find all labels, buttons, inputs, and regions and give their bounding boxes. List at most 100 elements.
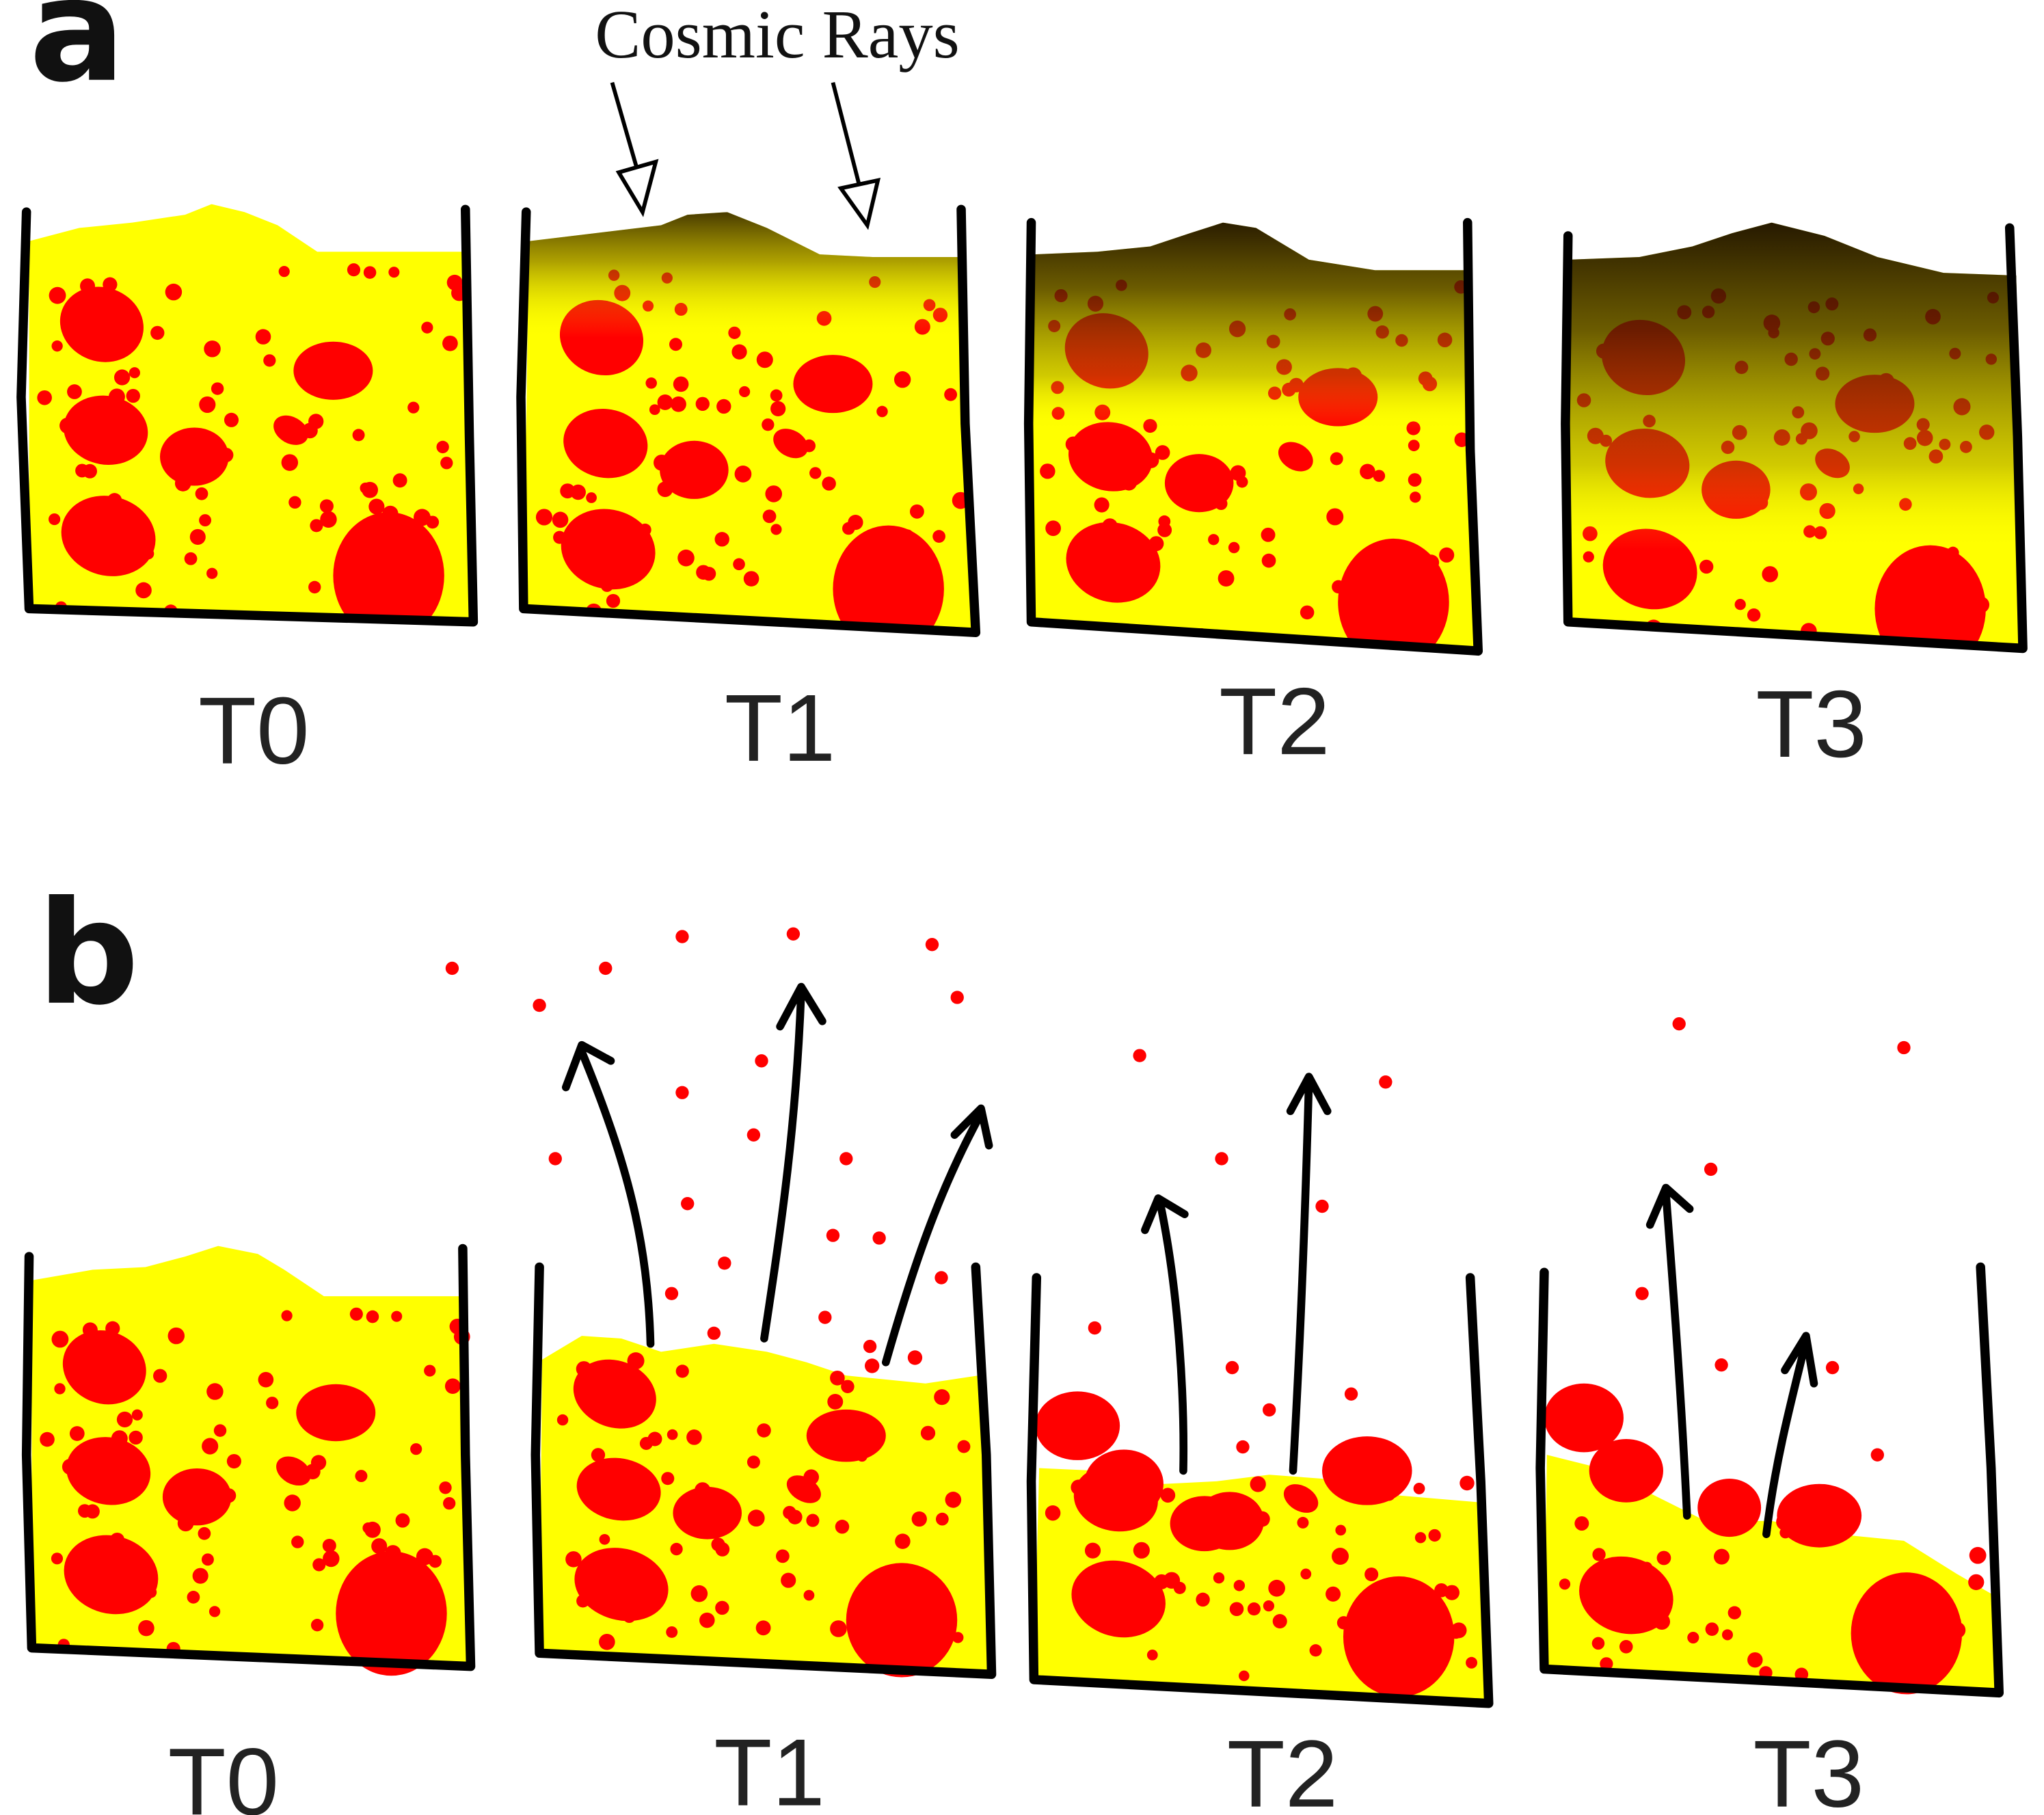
small-clast	[199, 396, 216, 413]
small-clast	[695, 396, 710, 411]
small-clast	[1360, 463, 1375, 480]
small-clast	[841, 1410, 857, 1425]
small-clast	[1297, 1516, 1309, 1529]
small-clast	[1635, 1287, 1649, 1300]
small-clast	[1423, 626, 1440, 643]
small-clast	[263, 354, 276, 367]
small-clast	[129, 1430, 143, 1445]
small-clast	[1116, 1611, 1133, 1628]
small-clast	[1406, 567, 1419, 579]
small-clast	[1065, 436, 1081, 453]
small-clast	[167, 1327, 185, 1345]
small-clast	[284, 1494, 301, 1511]
small-clast	[204, 340, 221, 358]
small-clast	[757, 1423, 771, 1438]
panel-letter-a: a	[29, 0, 126, 114]
small-clast	[96, 438, 109, 451]
small-clast	[221, 1488, 237, 1503]
small-clast	[733, 558, 745, 571]
small-clast	[69, 1426, 85, 1441]
small-clast	[382, 505, 399, 522]
small-clast	[925, 937, 939, 952]
small-clast	[835, 1520, 850, 1534]
small-clast	[935, 1512, 949, 1526]
small-clast	[588, 1384, 605, 1401]
small-clast	[49, 513, 61, 526]
small-clast	[72, 1349, 89, 1366]
small-clast	[1705, 1622, 1719, 1636]
clast	[273, 415, 308, 445]
small-clast	[1867, 1607, 1884, 1624]
small-clast	[320, 511, 337, 528]
small-clast	[747, 1509, 765, 1527]
small-clast	[1364, 1567, 1379, 1582]
label-b-t1: T1	[714, 1719, 825, 1815]
small-clast	[870, 1610, 887, 1628]
small-clast	[598, 414, 612, 428]
small-clast	[347, 263, 361, 277]
small-clast	[1347, 623, 1360, 637]
clast	[1068, 422, 1153, 492]
small-clast	[414, 509, 431, 526]
small-clast	[213, 1424, 227, 1437]
small-clast	[661, 1472, 675, 1485]
small-clast	[900, 1605, 915, 1621]
small-clast	[548, 1152, 562, 1166]
small-clast	[865, 1435, 877, 1448]
small-clast	[699, 1612, 715, 1628]
small-clast	[319, 499, 334, 513]
small-clast	[1973, 596, 1990, 613]
small-clast	[1233, 1580, 1246, 1591]
label-a-t0: T0	[198, 677, 310, 784]
small-clast	[371, 1538, 388, 1555]
clast	[1338, 538, 1449, 651]
small-clast	[445, 961, 459, 976]
small-clast	[410, 1443, 422, 1455]
small-clast	[1747, 608, 1761, 622]
small-clast	[673, 376, 689, 392]
small-clast	[1213, 1572, 1225, 1584]
small-clast	[623, 1610, 636, 1624]
small-clast	[1207, 482, 1224, 498]
small-clast	[669, 338, 683, 351]
clasts-a-t1	[535, 269, 969, 633]
ejection-arrow-b-t1-middle	[760, 982, 826, 1343]
small-clast	[671, 396, 686, 412]
small-clast	[590, 1577, 606, 1594]
small-clast	[586, 492, 597, 503]
small-clast	[600, 579, 614, 592]
small-clast	[591, 1448, 606, 1462]
small-clast	[83, 463, 97, 479]
small-clast	[1157, 522, 1172, 537]
clast	[1278, 442, 1313, 472]
clast	[1195, 1492, 1264, 1550]
small-clast	[945, 1492, 962, 1508]
small-clast	[349, 1405, 365, 1421]
small-clast	[145, 1586, 157, 1598]
small-clast	[731, 344, 747, 360]
small-clast	[1332, 1548, 1349, 1565]
small-clast	[209, 1606, 221, 1617]
small-clast	[1656, 1550, 1671, 1565]
small-clast	[747, 1455, 760, 1469]
small-clast	[1955, 626, 1966, 637]
small-clast	[107, 493, 122, 508]
small-clast	[308, 414, 324, 429]
small-clast	[355, 1470, 368, 1483]
small-clast	[1332, 580, 1345, 594]
small-clast	[1354, 584, 1368, 597]
small-clast	[69, 306, 86, 323]
small-clast	[690, 1585, 708, 1602]
clasts-b-t3	[1544, 1383, 1987, 1695]
small-clast	[535, 509, 553, 526]
small-clast	[150, 325, 165, 340]
clast	[1851, 1572, 1963, 1695]
small-clast	[716, 399, 731, 414]
small-clast	[876, 1640, 888, 1652]
small-clast	[332, 1417, 343, 1429]
small-clast	[1612, 1582, 1626, 1596]
small-clast	[776, 1549, 790, 1563]
small-clast	[863, 1339, 877, 1354]
small-clast	[1045, 520, 1061, 537]
